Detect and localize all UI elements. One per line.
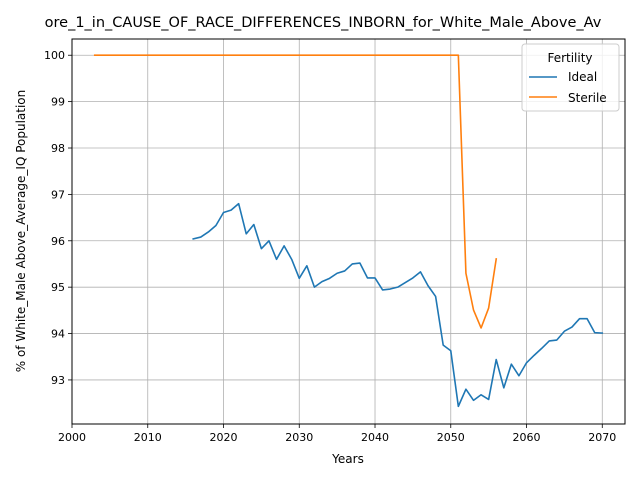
x-tick-label: 2070 [588, 431, 616, 444]
legend-label-sterile: Sterile [568, 91, 607, 105]
x-tick-label: 2030 [285, 431, 313, 444]
x-tick-label: 2010 [134, 431, 162, 444]
y-axis-label: % of White_Male Above_Average_IQ Populat… [14, 90, 28, 373]
y-tick-label: 93 [51, 374, 65, 387]
y-tick-label: 96 [51, 235, 65, 248]
x-tick-label: 2020 [210, 431, 238, 444]
x-tick-label: 2060 [513, 431, 541, 444]
y-tick-label: 98 [51, 142, 65, 155]
x-axis-label: Years [331, 452, 364, 466]
legend-label-ideal: Ideal [568, 70, 597, 84]
y-tick-label: 95 [51, 281, 65, 294]
y-tick-label: 100 [44, 49, 65, 62]
legend: Fertility Ideal Sterile [522, 44, 619, 111]
legend-title: Fertility [547, 51, 592, 65]
x-tick-label: 2040 [361, 431, 389, 444]
y-tick-label: 94 [51, 328, 65, 341]
chart-title: ore_1_in_CAUSE_OF_RACE_DIFFERENCES_INBOR… [45, 15, 602, 31]
y-tick-label: 97 [51, 188, 65, 201]
x-tick-label: 2000 [58, 431, 86, 444]
x-tick-label: 2050 [437, 431, 465, 444]
y-tick-label: 99 [51, 96, 65, 109]
